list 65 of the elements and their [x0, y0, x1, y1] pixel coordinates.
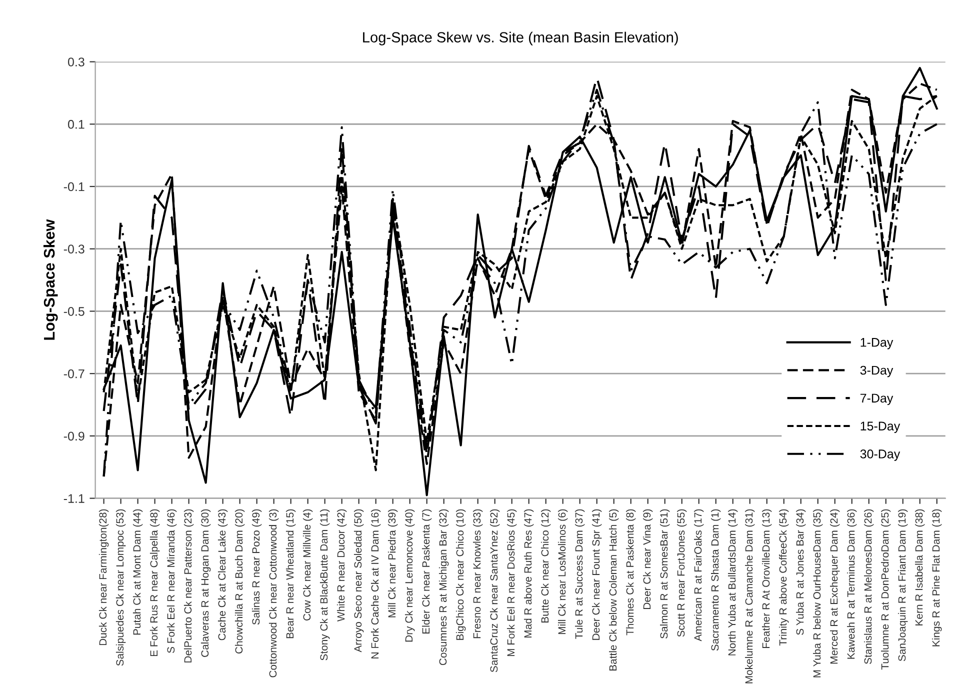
x-tick-label: Mokelumne R at Camanche Dam (31) — [745, 509, 755, 684]
y-tick-label: -0.7 — [64, 369, 84, 378]
x-tick-label: Kern R Isabella Dam (38) — [915, 509, 925, 626]
x-tick-label: S Yuba R at Jones Bar (34) — [796, 509, 806, 635]
x-tick-label: White R near Ducor (42) — [336, 509, 347, 622]
x-tick-label: Elder Ck near Paskenta (7) — [422, 509, 432, 634]
x-tick-label: M Yuba R below OurHouseDam (35) — [813, 509, 823, 678]
x-tick-label: Mill Ck near LosMolinos (6) — [558, 509, 568, 634]
x-tick-label: Cow Ck near Millville (4) — [302, 509, 313, 620]
y-tick-label: -0.1 — [64, 182, 84, 192]
x-tick-label: Cache Ck at Clear Lake (43) — [218, 509, 228, 640]
x-tick-label: Tuolumne R at DonPedroDam (25) — [881, 509, 891, 670]
x-tick-label: Bear R near Wheatland (15) — [286, 509, 296, 638]
x-tick-label: Merced R at Exchequer Dam (24) — [830, 509, 840, 664]
x-tick-label: Salmon R at SomesBar (51) — [660, 509, 670, 638]
x-tick-label: Mill Ck near Piedra (39) — [388, 509, 398, 618]
x-tick-label: Mad R above Ruth Res (47) — [524, 509, 534, 638]
x-tick-label: American R at FairOaks (17) — [694, 509, 704, 642]
x-tick-label: Kings R at Pine Flat Dam (18) — [932, 509, 942, 646]
x-tick-label: SantaCruz Ck near SantaYnez (52) — [490, 509, 500, 672]
y-tick-label: 0.3 — [68, 58, 84, 66]
x-tick-label: Putah Ck at Mont Dam (44) — [132, 509, 143, 635]
x-tick-label: Feather R At OrovilleDam (13) — [762, 509, 772, 648]
chart-title: Log-Space Skew vs. Site (mean Basin Elevation) — [363, 32, 678, 46]
x-tick-label: Stony Ck at BlackButte Dam (11) — [320, 509, 330, 660]
x-tick-label: S Fork Eel R near Miranda (46) — [166, 509, 177, 653]
y-tick-label: -1.1 — [64, 494, 84, 503]
x-tick-label: Duck Ck near Farmington(28) — [98, 509, 109, 646]
x-tick-label: Butte Ck near Chico (12) — [540, 509, 551, 622]
legend-label: 15-Day — [860, 422, 900, 433]
x-tick-label: BigChico Ck near Chico (10) — [456, 509, 466, 640]
x-tick-label: Salinas R near Pozo (49) — [252, 509, 262, 625]
y-tick-label: -0.3 — [64, 244, 84, 254]
x-tick-label: North Yuba at BullardsDam (14) — [728, 509, 738, 656]
x-tick-label: N Fork Cache Ck at IV Dam (16) — [370, 509, 381, 658]
x-tick-label: Chowchilla R at Buch Dam (20) — [234, 509, 245, 654]
x-tick-label: Fresno R near Knowles (33) — [472, 509, 483, 638]
x-tick-label: Kaweah R at Terminus Dam (36) — [847, 509, 857, 659]
x-tick-label: Trinity R above CoffeeCk (54) — [779, 509, 789, 646]
x-tick-label: Dry Ck near Lemoncove (40) — [404, 509, 415, 642]
x-tick-label: Deer Ck near Vina (9) — [642, 509, 653, 609]
x-tick-label: Cottonwood Ck near Cottonwood (3) — [268, 509, 279, 678]
y-tick-label: -0.5 — [64, 307, 84, 316]
y-tick-label: 0.1 — [68, 120, 84, 129]
x-tick-label: E Fork Rus R near Calpella (48) — [150, 509, 160, 656]
x-tick-label: Tule R at Success Dam (37) — [574, 509, 585, 639]
x-tick-label: SanJoaquin R at Friant Dam (19) — [898, 509, 908, 662]
y-axis-title: Log-Space Skew — [43, 219, 58, 340]
x-tick-label: Thomes Ck at Paskenta (8) — [626, 509, 636, 636]
x-tick-label: M Fork Eel R near DosRios (45) — [506, 509, 517, 656]
legend-label: 30-Day — [860, 450, 900, 461]
legend-label: 3-Day — [860, 366, 894, 378]
x-tick-label: Battle Ck below Coleman Hatch (5) — [608, 509, 619, 671]
x-tick-label: Scott R near FortJones (55) — [676, 509, 687, 637]
x-tick-label: DelPuerto Ck near Patterson (23) — [184, 509, 194, 662]
x-tick-label: Arroyo Seco near Soledad (50) — [354, 509, 364, 652]
legend-label: 7-Day — [860, 394, 894, 406]
y-tick-label: -0.9 — [64, 432, 84, 441]
x-tick-label: Calaveras R at Hogan Dam (30) — [200, 509, 211, 657]
x-tick-label: Stanislaus R at MelonesDam (26) — [864, 509, 874, 664]
x-tick-label: Sacramento R Shasta Dam (1) — [711, 509, 721, 651]
legend-label: 1-Day — [860, 338, 894, 350]
x-tick-label: Cosumnes R at Michigan Bar (32) — [438, 509, 449, 666]
x-tick-label: Deer Ck near Fount Spr (41) — [592, 509, 602, 640]
x-tick-label: Salsipuedes Ck near Lompoc (53) — [116, 509, 126, 666]
